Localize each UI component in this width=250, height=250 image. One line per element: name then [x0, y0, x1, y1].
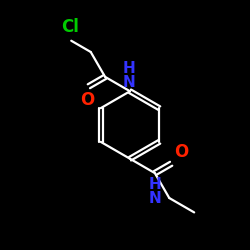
Text: H
N: H N	[122, 61, 135, 90]
Text: H
N: H N	[148, 178, 161, 206]
Text: O: O	[80, 91, 95, 109]
Text: Cl: Cl	[61, 18, 79, 36]
Text: O: O	[174, 143, 188, 161]
